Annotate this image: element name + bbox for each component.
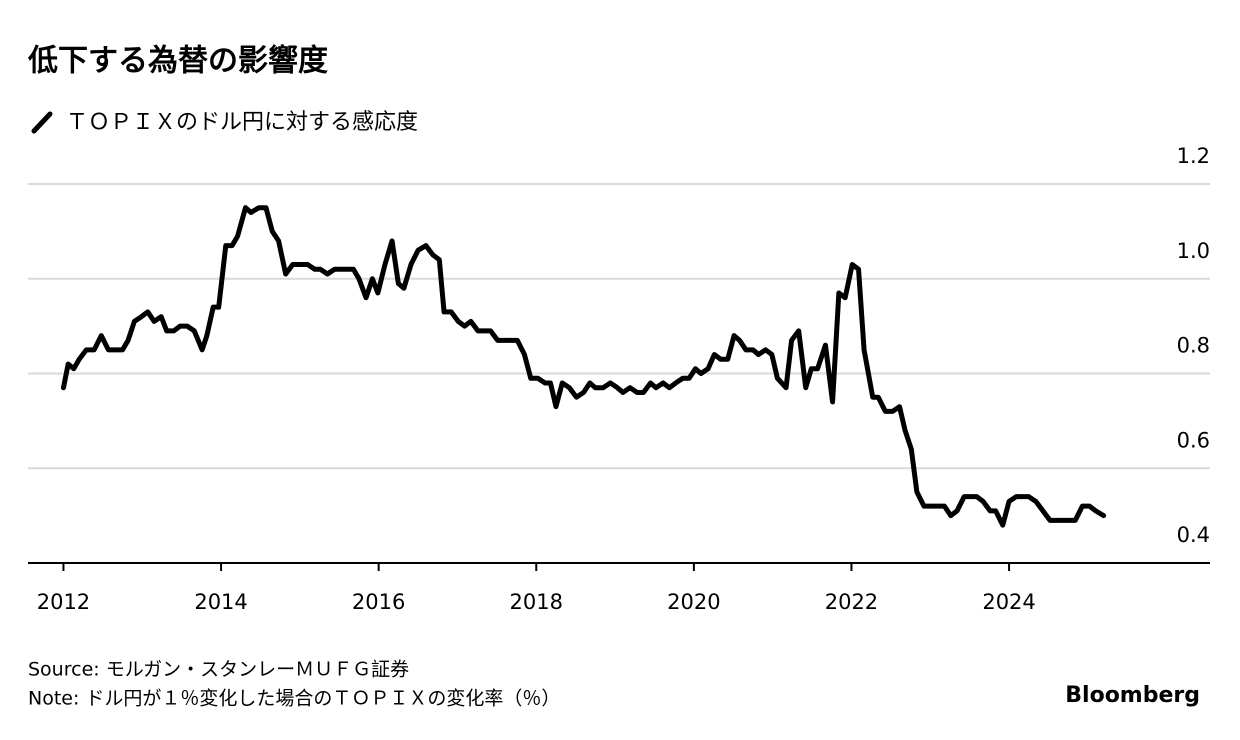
source: Source: モルガン・スタンレーＭＵＦＧ証券	[28, 659, 409, 681]
chart-title: 低下する為替の影響度	[27, 44, 328, 79]
x-tick-label: 2024	[982, 590, 1035, 614]
x-tick-label: 2014	[194, 590, 247, 614]
x-tick-label: 2012	[37, 590, 90, 614]
legend-label: ＴＯＰＩＸのドル円に対する感応度	[66, 110, 418, 135]
legend-icon	[31, 111, 53, 134]
y-tick-label: 1.2	[1177, 144, 1210, 168]
y-tick-label: 0.4	[1177, 523, 1210, 547]
y-tick-label: 0.8	[1177, 334, 1210, 358]
line	[60, 205, 1107, 528]
x-tick-label: 2020	[667, 590, 720, 614]
x-tick-label: 2016	[352, 590, 405, 614]
logo: Bloomberg	[1065, 683, 1200, 708]
x-tick-label: 2018	[510, 590, 563, 614]
y-tick-label: 1.0	[1177, 239, 1210, 263]
y-tick-label: 0.6	[1177, 428, 1210, 452]
note: Note: ドル円が１％変化した場合のＴＯＰＩＸの変化率（％）	[28, 688, 560, 710]
x-tick-label: 2022	[825, 590, 878, 614]
